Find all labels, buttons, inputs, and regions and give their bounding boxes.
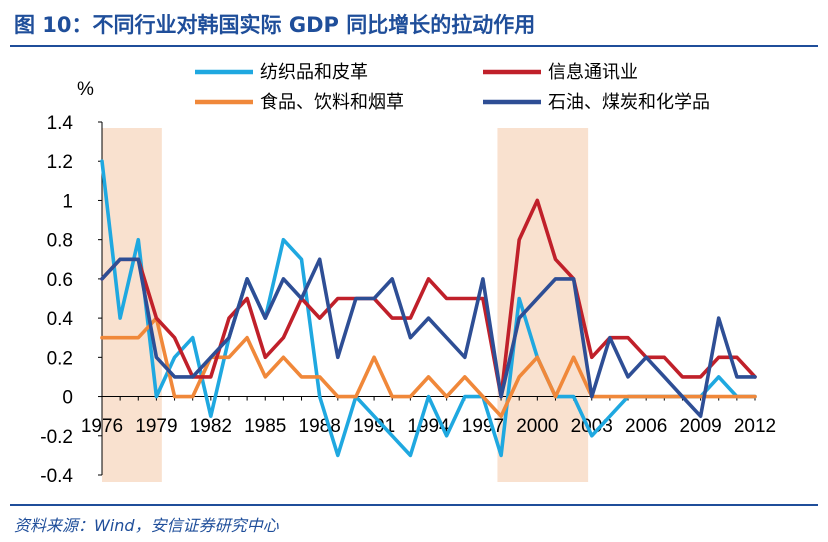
series-line-1 [100,159,757,458]
y-tick-label: 0.6 [47,270,73,291]
y-tick-label: 0 [62,388,73,409]
y-tick-label: 0.2 [47,348,73,369]
x-tick-label: 1976 [81,416,123,437]
x-tick-label: 2006 [625,416,667,437]
shaded-periods [102,128,589,482]
y-tick-label: -0.2 [40,427,73,448]
y-tick-label: 1 [62,191,73,212]
y-unit-label: % [77,79,94,100]
title-divider [10,45,818,47]
x-tick-label: 1988 [299,416,341,437]
x-tick-label: 2012 [734,416,776,437]
legend-label-2: 信息通讯业 [548,62,638,82]
chart-title: 图 10：不同行业对韩国实际 GDP 同比增长的拉动作用 [14,13,536,37]
y-tick-label: 0.8 [47,231,73,252]
legend-label-1: 纺织品和皮革 [260,62,368,82]
x-tick-label: 1979 [135,416,177,437]
x-tick-label: 1997 [462,416,504,437]
legend-label-4: 石油、煤炭和化学品 [548,92,710,112]
y-tick-label: -0.4 [40,466,73,487]
series-line-4 [100,257,757,419]
x-tick-label: 2009 [679,416,721,437]
x-tick-label: 1982 [190,416,232,437]
source-note: 资料来源：Wind，安信证券研究中心 [14,516,279,535]
legend-label-3: 食品、饮料和烟草 [260,92,404,112]
source-divider [10,504,818,506]
y-tick-label: 1.2 [47,152,73,173]
x-tick-label: 1991 [353,416,395,437]
x-tick-label: 1985 [244,416,286,437]
series-lines [100,159,757,458]
line-chart: 1.4 1.2 1 0.8 0.6 0.4 0.2 0 -0.2 -0.4% 1976 1979 198… [40,62,776,487]
x-tick-label: 2003 [571,416,613,437]
y-tick-label: 0.4 [47,309,74,330]
x-tick-label: 2000 [516,416,558,437]
y-tick-label: 1.4 [47,113,74,134]
